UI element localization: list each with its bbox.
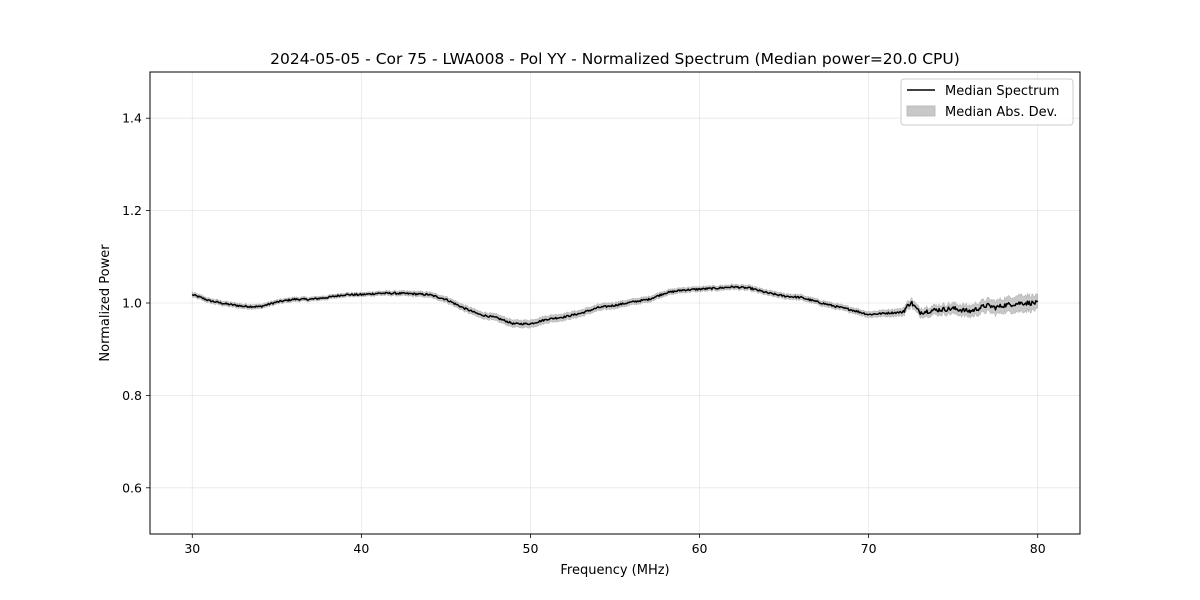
median-line-layer <box>191 285 1039 326</box>
x-tick-label: 70 <box>861 541 877 556</box>
y-tick-label: 1.4 <box>122 111 142 126</box>
x-tick-label: 30 <box>184 541 200 556</box>
y-tick-label: 0.8 <box>122 388 142 403</box>
legend-box <box>900 78 1074 126</box>
x-tick-label: 40 <box>353 541 369 556</box>
legend-label-median-spectrum: Median Spectrum <box>945 84 1059 99</box>
y-axis-label: Normalized Power <box>98 244 113 362</box>
legend: Median Spectrum Median Abs. Dev. <box>900 78 1074 126</box>
y-tick-label: 1.2 <box>122 203 142 218</box>
x-axis-label: Frequency (MHz) <box>560 563 669 578</box>
y-tick-label: 1.0 <box>122 296 142 311</box>
axis-ticks: 30 40 50 60 70 80 0.6 0.8 1.0 1.2 1.4 <box>122 111 1046 556</box>
chart-title: 2024-05-05 - Cor 75 - LWA008 - Pol YY - … <box>270 50 960 68</box>
x-tick-label: 80 <box>1030 541 1046 556</box>
median-spectrum-line <box>191 285 1039 326</box>
y-tick-label: 0.6 <box>122 480 142 495</box>
legend-band-swatch <box>906 105 936 117</box>
legend-label-mad: Median Abs. Dev. <box>945 105 1057 120</box>
x-tick-label: 60 <box>692 541 708 556</box>
x-tick-label: 50 <box>523 541 539 556</box>
